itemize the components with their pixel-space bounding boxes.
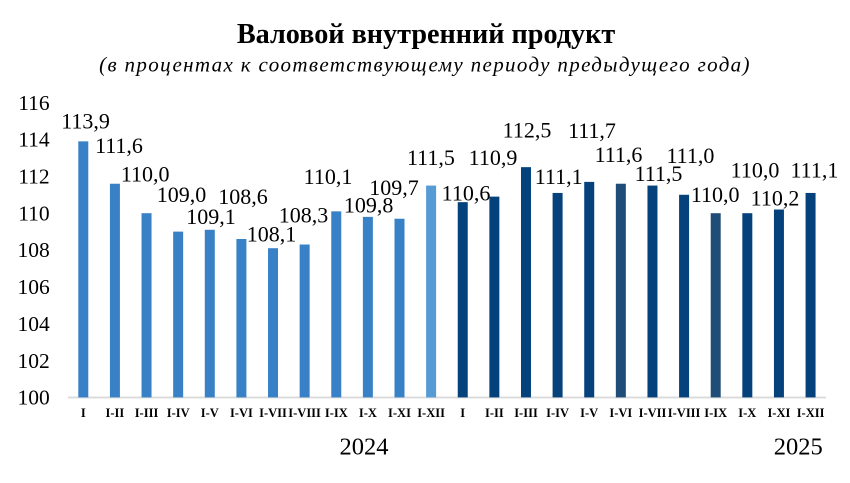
svg-text:I-IV: I-IV [167, 406, 190, 420]
svg-text:I-XII: I-XII [797, 406, 825, 420]
svg-text:110: 110 [18, 201, 49, 225]
svg-text:I-XI: I-XI [388, 406, 411, 420]
svg-text:I-IX: I-IX [325, 406, 348, 420]
svg-text:106: 106 [17, 275, 50, 299]
svg-text:I-III: I-III [514, 406, 538, 420]
svg-text:I-V: I-V [201, 406, 219, 420]
svg-text:I-X: I-X [359, 406, 377, 420]
svg-text:I-VI: I-VI [609, 406, 632, 420]
svg-text:I-XI: I-XI [767, 406, 790, 420]
svg-text:I-VII: I-VII [639, 406, 667, 420]
svg-text:108: 108 [17, 238, 49, 262]
svg-text:I-V: I-V [580, 406, 598, 420]
svg-text:110,0: 110,0 [691, 182, 740, 207]
svg-text:(в процентах к соответствующем: (в процентах к соответствующему периоду … [99, 52, 751, 76]
svg-text:111,6: 111,6 [595, 142, 643, 167]
svg-text:109,7: 109,7 [369, 175, 419, 200]
svg-text:I-X: I-X [738, 406, 756, 420]
svg-text:108,6: 108,6 [218, 184, 268, 209]
svg-text:111,5: 111,5 [635, 161, 683, 186]
svg-text:I-II: I-II [485, 406, 504, 420]
svg-text:112: 112 [18, 165, 49, 189]
svg-text:I-VI: I-VI [230, 406, 253, 420]
svg-text:110,9: 110,9 [469, 145, 518, 170]
svg-text:110,1: 110,1 [304, 164, 353, 189]
svg-text:I-VIII: I-VIII [668, 406, 701, 420]
svg-text:108,3: 108,3 [279, 203, 329, 228]
svg-text:111,0: 111,0 [666, 143, 714, 168]
svg-text:102: 102 [17, 349, 49, 373]
svg-text:I-VII: I-VII [259, 406, 287, 420]
svg-text:111,7: 111,7 [568, 118, 616, 143]
svg-text:110,2: 110,2 [751, 186, 800, 211]
svg-text:100: 100 [17, 386, 49, 410]
svg-text:2025: 2025 [774, 434, 823, 461]
svg-text:I: I [460, 406, 465, 420]
svg-text:111,5: 111,5 [407, 145, 455, 170]
svg-text:I-III: I-III [135, 406, 159, 420]
svg-text:111,1: 111,1 [535, 164, 583, 189]
svg-text:114: 114 [18, 128, 50, 152]
svg-text:I-IV: I-IV [546, 406, 569, 420]
svg-text:110,0: 110,0 [121, 162, 170, 187]
svg-text:111,6: 111,6 [95, 133, 143, 158]
svg-text:113,9: 113,9 [61, 108, 110, 133]
svg-text:2024: 2024 [340, 434, 389, 461]
svg-text:109,0: 109,0 [157, 182, 207, 207]
svg-text:I-II: I-II [106, 406, 125, 420]
svg-text:108,1: 108,1 [247, 222, 297, 247]
svg-text:110,6: 110,6 [442, 181, 491, 206]
svg-text:I-IX: I-IX [704, 406, 727, 420]
svg-text:111,1: 111,1 [790, 158, 838, 183]
svg-text:I-VIII: I-VIII [288, 406, 321, 420]
svg-text:112,5: 112,5 [503, 118, 552, 143]
svg-text:116: 116 [18, 91, 50, 115]
svg-text:109,8: 109,8 [344, 192, 394, 217]
svg-text:I: I [81, 406, 86, 420]
svg-text:Валовой внутренний продукт: Валовой внутренний продукт [237, 19, 615, 50]
svg-text:109,1: 109,1 [186, 204, 236, 229]
svg-text:104: 104 [17, 312, 50, 336]
svg-text:I-XII: I-XII [417, 406, 445, 420]
svg-text:110,0: 110,0 [731, 157, 780, 182]
